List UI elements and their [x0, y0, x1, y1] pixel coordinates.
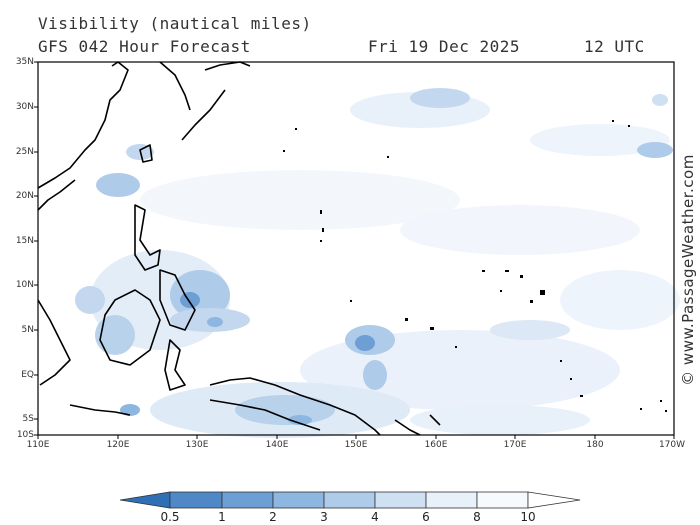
lon-label-170w: 170W [658, 440, 686, 450]
lon-label-170e: 170E [503, 440, 527, 450]
island-dots [283, 120, 667, 412]
colorbar-label-8: 8 [473, 510, 481, 524]
colorbar-label-6: 6 [422, 510, 430, 524]
axis-ticks [34, 61, 675, 439]
lat-label-30n: 30N [15, 102, 34, 112]
credit-text: © www.PassageWeather.com [679, 154, 697, 386]
lon-label-130e: 130E [185, 440, 209, 450]
lat-label-5s: 5S [22, 414, 34, 424]
map-title: Visibility (nautical miles) [38, 14, 312, 33]
colorbar-label-0-5: 0.5 [160, 510, 180, 524]
lon-label-160e: 160E [424, 440, 448, 450]
forecast-date: Fri 19 Dec 2025 [368, 37, 520, 56]
lon-label-120e: 120E [106, 440, 130, 450]
lat-label-35n: 35N [15, 57, 34, 67]
visibility-field [75, 88, 680, 438]
colorbar-label-4: 4 [371, 510, 379, 524]
lat-label-eq: EQ [21, 370, 34, 380]
colorbar-label-2: 2 [269, 510, 277, 524]
lon-label-110e: 110E [26, 440, 50, 450]
forecast-subtitle: GFS 042 Hour Forecast [38, 37, 251, 56]
forecast-time: 12 UTC [584, 37, 645, 56]
lat-label-10s: 10S [16, 430, 34, 440]
colorbar-label-1: 1 [218, 510, 226, 524]
lon-label-150e: 150E [344, 440, 368, 450]
lat-label-25n: 25N [15, 147, 34, 157]
lat-label-10n: 10N [15, 280, 34, 290]
lat-label-20n: 20N [15, 191, 34, 201]
lat-label-5n: 5N [21, 325, 34, 335]
colorbar-label-3: 3 [320, 510, 328, 524]
lon-label-180: 180 [586, 440, 604, 450]
colorbar-label-10: 10 [520, 510, 536, 524]
colorbar [119, 491, 581, 509]
lat-label-15n: 15N [15, 236, 34, 246]
lon-label-140e: 140E [265, 440, 289, 450]
coastlines [37, 61, 441, 436]
